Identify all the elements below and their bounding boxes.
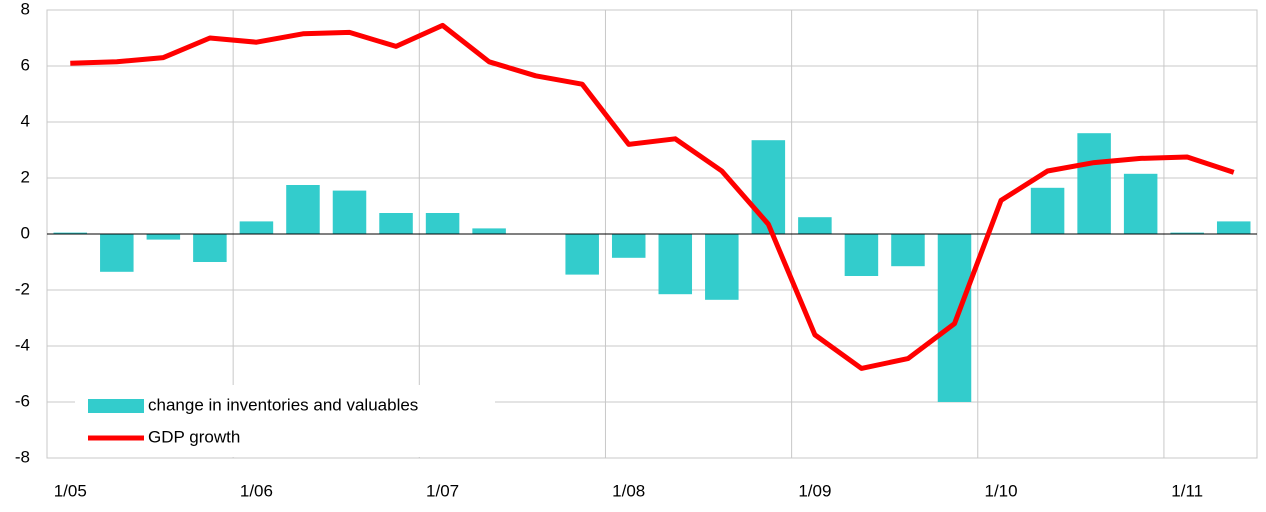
- bar: [705, 234, 739, 300]
- bar: [611, 234, 646, 258]
- y-tick-label: 0: [21, 223, 30, 242]
- legend-box: [75, 385, 495, 457]
- bar: [239, 221, 274, 234]
- bar: [379, 213, 413, 234]
- bar: [146, 234, 181, 240]
- bar: [1030, 187, 1065, 234]
- x-tick-label: 1/10: [984, 481, 1017, 500]
- bar: [193, 234, 227, 262]
- bar: [1123, 173, 1158, 234]
- x-tick-label: 1/05: [54, 481, 87, 500]
- bar: [1077, 133, 1111, 234]
- bar: [844, 234, 879, 276]
- x-tick-label: 1/11: [1171, 481, 1203, 500]
- bar: [891, 234, 925, 267]
- x-tick-label: 1/07: [426, 481, 459, 500]
- x-tick-label: 1/06: [240, 481, 273, 500]
- bar: [472, 228, 506, 234]
- bar: [332, 190, 367, 234]
- legend-swatch: [88, 399, 144, 413]
- x-tick-label: 1/09: [798, 481, 831, 500]
- y-tick-label: -6: [15, 391, 30, 410]
- bar: [798, 217, 832, 234]
- line: [70, 22, 1235, 371]
- bar: [425, 213, 460, 234]
- bar: [286, 185, 320, 234]
- bar: [53, 232, 88, 234]
- legend-label: GDP growth: [148, 427, 240, 446]
- bar: [100, 234, 134, 272]
- y-tick-label: 8: [21, 0, 30, 18]
- bar: [565, 234, 599, 275]
- y-tick-label: 6: [21, 55, 30, 74]
- bar: [751, 140, 786, 234]
- y-tick-label: -8: [15, 447, 30, 466]
- y-tick-label: 4: [21, 111, 30, 130]
- x-tick-label: 1/08: [612, 481, 645, 500]
- y-tick-label: 2: [21, 167, 30, 186]
- y-tick-label: -2: [15, 279, 30, 298]
- y-tick-label: -4: [15, 335, 30, 354]
- bar: [1170, 232, 1204, 234]
- bar: [1216, 221, 1251, 234]
- legend-label: change in inventories and valuables: [148, 395, 418, 414]
- bar: [658, 234, 693, 295]
